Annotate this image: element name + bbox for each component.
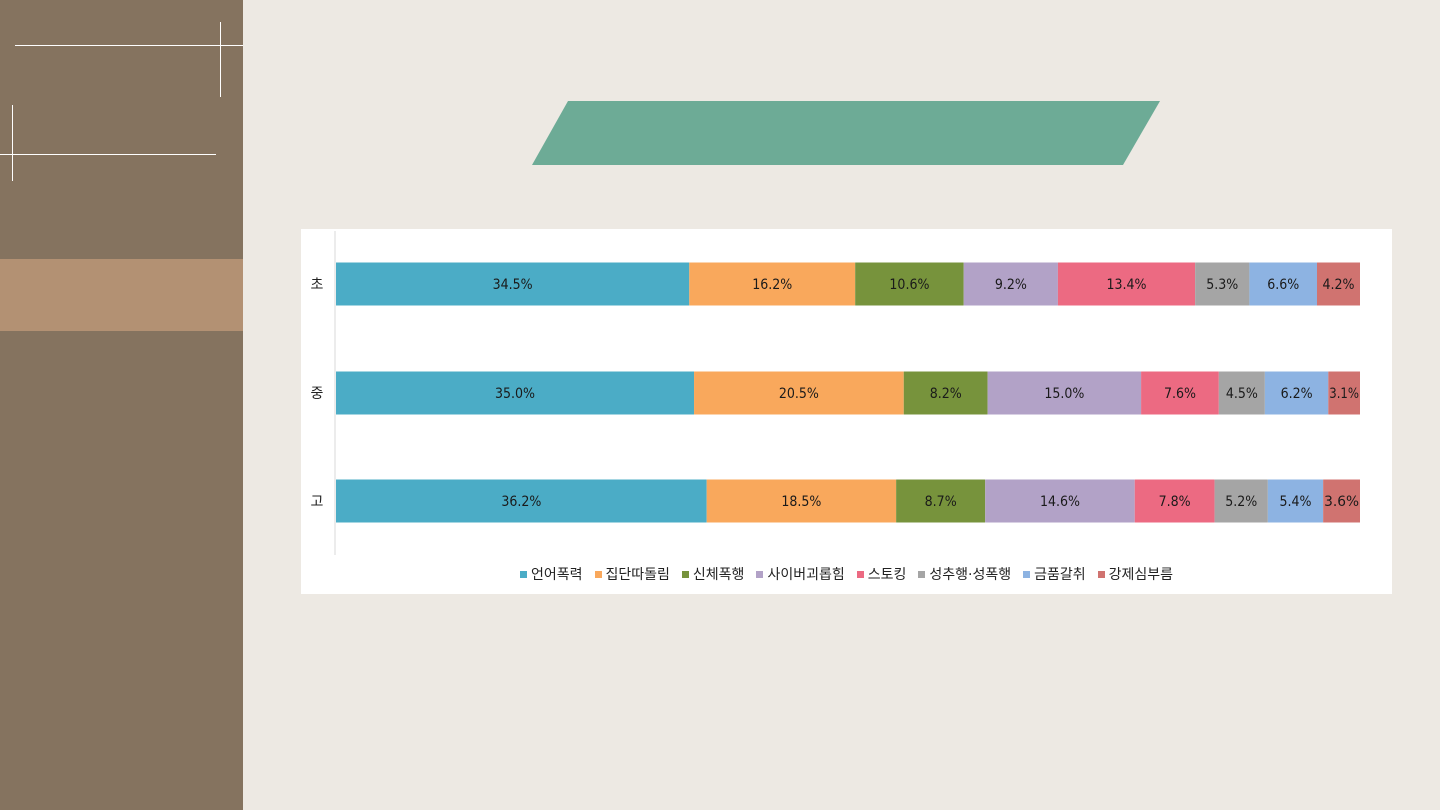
bar-segment <box>336 371 695 415</box>
sidebar-panel <box>0 0 243 810</box>
data-label: 4.2% <box>1322 277 1354 293</box>
legend-label: 강제심부름 <box>1108 567 1174 583</box>
stacked-bar-chart: 초 34.5% 16.2% 10.6% 9.2% 13.4% 5.3% 6.6% 4.2% 중 35… <box>311 231 1360 555</box>
data-label: 14.6% <box>1040 494 1080 510</box>
legend-label: 사이버괴롭힘 <box>767 567 845 583</box>
data-label: 3.6% <box>1324 494 1359 510</box>
decor-line-h1 <box>15 45 243 46</box>
data-label: 5.4% <box>1279 494 1311 510</box>
legend-item: 스토킹 <box>856 564 907 584</box>
legend-swatch <box>681 570 689 578</box>
bar-segment <box>987 371 1142 415</box>
bar-segment <box>1323 479 1360 523</box>
bar-segment <box>1218 371 1265 415</box>
legend-label: 성추행·성폭행 <box>929 567 1012 583</box>
data-label: 6.2% <box>1281 386 1313 402</box>
category-tick-label: 중 <box>311 386 324 402</box>
data-label: 8.7% <box>925 494 957 510</box>
bar-segment <box>903 371 988 415</box>
data-label: 13.4% <box>1107 277 1147 293</box>
legend-label: 신체폭행 <box>692 567 745 583</box>
legend-label: 집단따돌림 <box>605 567 670 583</box>
bar-segment <box>963 262 1058 306</box>
legend-swatch <box>918 570 926 578</box>
data-label: 15.0% <box>1044 386 1084 402</box>
data-label: 5.3% <box>1206 277 1238 293</box>
bar-segment <box>1134 479 1215 523</box>
chart-legend: 언어폭력 집단따돌림 신체폭행 사이버괴롭힘 스토킹 성추행·성폭행 금품갈취 강제심부름 <box>301 563 1392 585</box>
decor-line-v2 <box>12 105 13 181</box>
data-label: 18.5% <box>781 494 821 510</box>
legend-item: 성추행·성폭행 <box>918 564 1011 584</box>
data-label: 3.1% <box>1329 386 1359 402</box>
category-tick-label: 고 <box>311 494 324 510</box>
legend-item: 언어폭력 <box>519 564 583 584</box>
legend-swatch <box>856 570 864 578</box>
legend-swatch <box>1097 570 1105 578</box>
decor-line-v1 <box>220 22 221 97</box>
data-label: 16.2% <box>752 277 792 293</box>
bar-segment <box>706 479 897 523</box>
bar-segment <box>336 479 707 523</box>
title-banner <box>532 101 1160 165</box>
legend-item: 집단따돌림 <box>594 564 670 584</box>
data-label: 7.8% <box>1159 494 1191 510</box>
bar-segment <box>855 262 964 306</box>
data-label: 8.2% <box>930 386 962 402</box>
legend-swatch <box>1023 570 1031 578</box>
bar-segment <box>689 262 856 306</box>
data-label: 10.6% <box>889 277 929 293</box>
bar-segment <box>1141 371 1219 415</box>
legend-swatch <box>594 570 602 578</box>
legend-label: 언어폭력 <box>530 567 583 583</box>
data-label: 4.5% <box>1226 386 1258 402</box>
data-label: 34.5% <box>493 277 533 293</box>
legend-label: 스토킹 <box>867 567 907 583</box>
legend-swatch <box>519 570 527 578</box>
chart-card: 초 34.5% 16.2% 10.6% 9.2% 13.4% 5.3% 6.6% 4.2% 중 35… <box>301 229 1392 594</box>
data-label: 9.2% <box>995 277 1027 293</box>
bar-segment <box>1057 262 1196 306</box>
data-label: 35.0% <box>495 386 535 402</box>
bar-segment <box>1195 262 1250 306</box>
data-label: 5.2% <box>1225 494 1257 510</box>
legend-item: 강제심부름 <box>1097 564 1174 584</box>
decor-line-h2 <box>0 154 216 155</box>
bar-segment <box>694 371 904 415</box>
legend-item: 금품갈취 <box>1023 564 1086 584</box>
bar-segment <box>896 479 986 523</box>
bar-segment <box>985 479 1135 523</box>
legend-label: 금품갈취 <box>1034 567 1086 583</box>
bar-segment <box>1249 262 1317 306</box>
data-label: 36.2% <box>501 494 541 510</box>
data-label: 7.6% <box>1164 386 1196 402</box>
bar-segment <box>1264 371 1329 415</box>
bar-segment <box>1328 371 1360 415</box>
bar-segment <box>336 262 690 306</box>
legend-item: 신체폭행 <box>681 564 745 584</box>
legend-swatch <box>756 570 764 578</box>
bar-segment <box>1214 479 1268 523</box>
sidebar-accent-block <box>0 259 243 331</box>
bar-segment <box>1267 479 1324 523</box>
bar-segment <box>1316 262 1360 306</box>
category-tick-label: 초 <box>311 277 324 293</box>
legend-item: 사이버괴롭힘 <box>756 564 845 584</box>
data-label: 6.6% <box>1267 277 1299 293</box>
data-label: 20.5% <box>779 386 819 402</box>
